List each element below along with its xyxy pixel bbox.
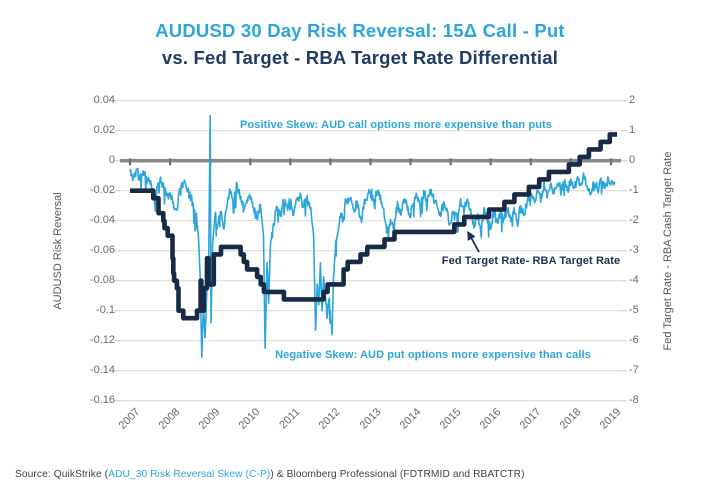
x-axis-tick [289,158,292,166]
positive-skew-annotation: Positive Skew: AUD call options more exp… [239,119,553,131]
x-axis-tick [489,158,492,166]
left-axis-tick-label: -0.06 [89,244,115,257]
x-axis-tick [569,158,572,166]
left-axis-tick-label: -0.16 [89,394,115,407]
x-axis-tick [329,158,332,166]
left-axis-tick-label: -0.02 [89,184,115,197]
left-axis-tick-label: -0.1 [96,304,115,317]
fed-label-arrow [467,230,480,253]
left-axis-title: AUDUSD Risk Reversal [52,192,64,310]
negative-skew-annotation: Negative Skew: AUD put options more expe… [275,349,591,361]
right-axis-tick-label: 2 [629,94,636,107]
x-axis-tick [249,158,252,166]
risk-reversal-line [129,114,616,358]
source-line: Source: QuikStrike (ADU_30 Risk Reversal… [15,469,525,480]
chart-title: AUDUSD 30 Day Risk Reversal: 15Δ Call - … [0,17,720,71]
chart-title-line1: AUDUSD 30 Day Risk Reversal: 15Δ Call - … [155,20,565,41]
x-axis-tick [409,158,412,166]
right-axis-tick-label: -2 [629,214,639,227]
right-axis-tick-label: -3 [629,244,639,257]
left-axis-tick-label: 0.02 [93,124,115,137]
fed-rba-step-line [130,132,617,321]
right-axis-tick-label: -6 [629,334,639,347]
x-axis-tick [529,158,532,166]
left-axis-tick-label: -0.12 [89,334,115,347]
right-axis-tick-label: -4 [629,274,639,287]
right-axis-title: Fed Target Rate - RBA Cash Target Rate [662,151,674,351]
left-axis-tick-label: 0.04 [93,94,115,107]
source-link[interactable]: ADU_30 Risk Reversal Skew (C-P) [108,469,271,480]
left-axis-tick-label: -0.04 [89,214,115,227]
x-axis-tick [449,158,452,166]
chart-title-line2: vs. Fed Target - RBA Target Rate Differe… [161,47,559,68]
right-axis-tick-label: 1 [629,124,636,137]
right-axis-tick-label: -5 [629,304,639,317]
left-axis-tick-label: -0.08 [89,274,115,287]
right-axis-tick-label: -8 [629,394,639,407]
x-axis-tick [169,158,172,166]
left-axis-tick-label: -0.14 [89,364,115,377]
x-axis-tick [609,158,613,166]
x-axis-tick [369,158,372,166]
x-axis-tick [128,158,132,166]
right-axis-tick-label: 0 [629,154,636,167]
source-suffix: ) & Bloomberg Professional (FDTRMID and … [270,469,525,480]
source-prefix: Source: QuikStrike ( [15,469,109,480]
right-axis-tick-label: -1 [629,184,639,197]
left-axis-tick-label: 0 [108,154,115,167]
fed-rba-line-label: Fed Target Rate- RBA Target Rate [441,255,621,267]
right-axis-tick-label: -7 [629,364,639,377]
